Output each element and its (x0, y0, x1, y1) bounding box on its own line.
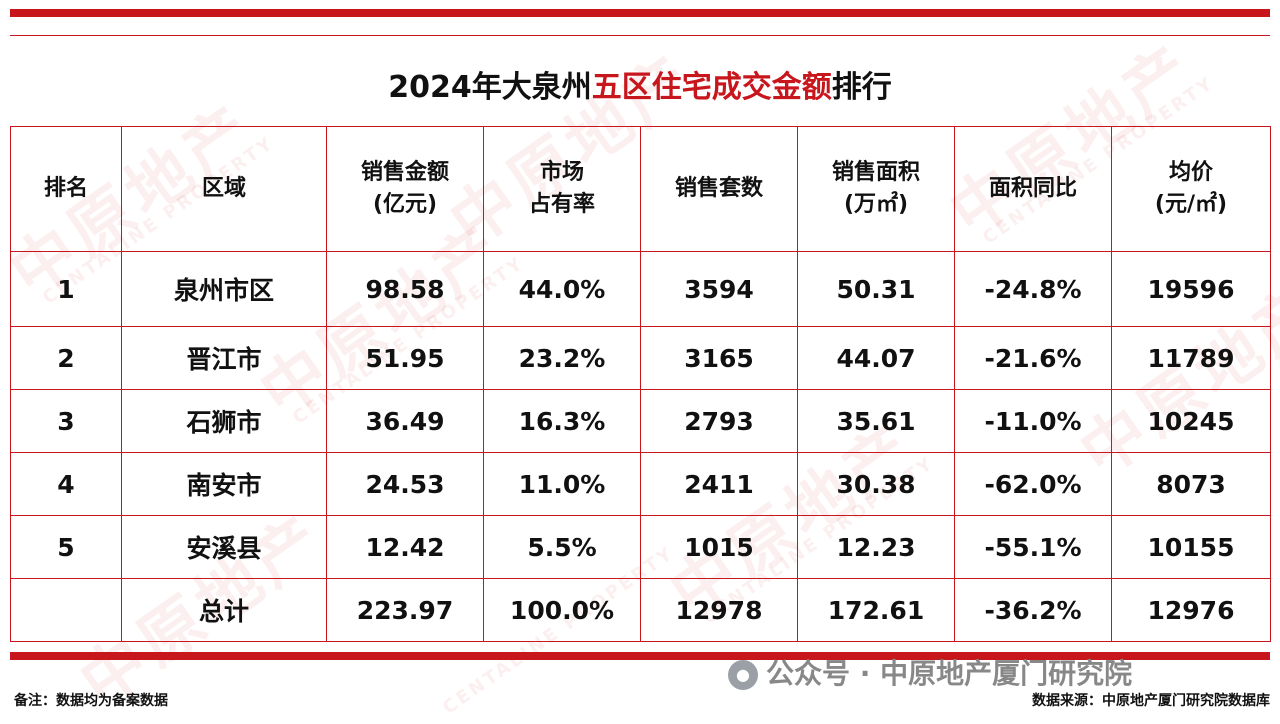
cell-avg-price: 19596 (1111, 251, 1271, 327)
cell-sales-area: 44.07 (797, 326, 955, 390)
header-sales-amount: 销售金额 (亿元) (326, 126, 484, 252)
cell-area-yoy: -62.0% (954, 452, 1112, 516)
cell-sales-amount: 24.53 (326, 452, 484, 516)
cell-market-share: 100.0% (483, 578, 641, 642)
header-avg-price: 均价 (元/㎡) (1111, 126, 1271, 252)
cell-region: 泉州市区 (121, 251, 327, 327)
table-row: 5 安溪县 12.42 5.5% 1015 12.23 -55.1% 10155 (10, 515, 1271, 579)
header-sales-area: 销售面积 (万㎡) (797, 126, 955, 252)
cell-avg-price: 10155 (1111, 515, 1271, 579)
cell-region: 总计 (121, 578, 327, 642)
cell-area-yoy: -36.2% (954, 578, 1112, 642)
cell-area-yoy: -11.0% (954, 389, 1112, 453)
header-region: 区域 (121, 126, 327, 252)
header-market-share: 市场 占有率 (483, 126, 641, 252)
footnote: 备注：数据均为备案数据 (14, 693, 168, 709)
cell-area-yoy: -55.1% (954, 515, 1112, 579)
wechat-icon: ● (728, 660, 758, 690)
title-prefix: 2024年大泉州 (388, 70, 592, 105)
ranking-table: 排名 区域 销售金额 (亿元) 市场 占有率 销售套数 销售面积 (万㎡) 面积同比 … (10, 126, 1271, 642)
data-source: 数据来源：中原地产厦门研究院数据库 (1032, 693, 1270, 709)
top-red-bar (10, 9, 1270, 17)
cell-sales-amount: 223.97 (326, 578, 484, 642)
table-row: 4 南安市 24.53 11.0% 2411 30.38 -62.0% 8073 (10, 452, 1271, 516)
cell-units-sold: 1015 (640, 515, 798, 579)
table-row: 3 石狮市 36.49 16.3% 2793 35.61 -11.0% 1024… (10, 389, 1271, 453)
cell-region: 南安市 (121, 452, 327, 516)
header-area-yoy: 面积同比 (954, 126, 1112, 252)
header-units-sold: 销售套数 (640, 126, 798, 252)
cell-rank: 1 (10, 251, 122, 327)
table-row: 1 泉州市区 98.58 44.0% 3594 50.31 -24.8% 195… (10, 251, 1271, 327)
cell-market-share: 11.0% (483, 452, 641, 516)
cell-market-share: 5.5% (483, 515, 641, 579)
cell-sales-amount: 98.58 (326, 251, 484, 327)
cell-region: 晋江市 (121, 326, 327, 390)
cell-avg-price: 8073 (1111, 452, 1271, 516)
cell-rank: 5 (10, 515, 122, 579)
cell-rank: 4 (10, 452, 122, 516)
cell-sales-area: 35.61 (797, 389, 955, 453)
table-header-row: 排名 区域 销售金额 (亿元) 市场 占有率 销售套数 销售面积 (万㎡) 面积同比 … (10, 126, 1271, 252)
bottom-red-bar (10, 652, 1270, 660)
cell-sales-area: 172.61 (797, 578, 955, 642)
cell-rank: 3 (10, 389, 122, 453)
cell-units-sold: 3594 (640, 251, 798, 327)
wechat-account: 公众号 · 中原地产厦门研究院 (766, 657, 1133, 690)
cell-market-share: 16.3% (483, 389, 641, 453)
cell-units-sold: 2793 (640, 389, 798, 453)
cell-sales-area: 30.38 (797, 452, 955, 516)
cell-sales-area: 50.31 (797, 251, 955, 327)
cell-region: 石狮市 (121, 389, 327, 453)
cell-area-yoy: -21.6% (954, 326, 1112, 390)
cell-rank: 2 (10, 326, 122, 390)
cell-sales-amount: 36.49 (326, 389, 484, 453)
title-suffix: 排行 (831, 70, 892, 105)
header-rank: 排名 (10, 126, 122, 252)
cell-sales-area: 12.23 (797, 515, 955, 579)
cell-sales-amount: 12.42 (326, 515, 484, 579)
top-thin-rule (10, 35, 1270, 36)
page-title: 2024年大泉州五区住宅成交金额排行 (0, 62, 1280, 106)
cell-units-sold: 3165 (640, 326, 798, 390)
cell-market-share: 44.0% (483, 251, 641, 327)
cell-market-share: 23.2% (483, 326, 641, 390)
cell-rank (10, 578, 122, 642)
cell-avg-price: 10245 (1111, 389, 1271, 453)
table-total-row: 总计 223.97 100.0% 12978 172.61 -36.2% 129… (10, 578, 1271, 642)
cell-avg-price: 11789 (1111, 326, 1271, 390)
cell-area-yoy: -24.8% (954, 251, 1112, 327)
wechat-watermark: ● 公众号 · 中原地产厦门研究院 (728, 652, 1132, 692)
cell-sales-amount: 51.95 (326, 326, 484, 390)
title-highlight: 五区住宅成交金额 (591, 70, 832, 105)
table-row: 2 晋江市 51.95 23.2% 3165 44.07 -21.6% 1178… (10, 326, 1271, 390)
cell-units-sold: 2411 (640, 452, 798, 516)
cell-avg-price: 12976 (1111, 578, 1271, 642)
cell-units-sold: 12978 (640, 578, 798, 642)
cell-region: 安溪县 (121, 515, 327, 579)
